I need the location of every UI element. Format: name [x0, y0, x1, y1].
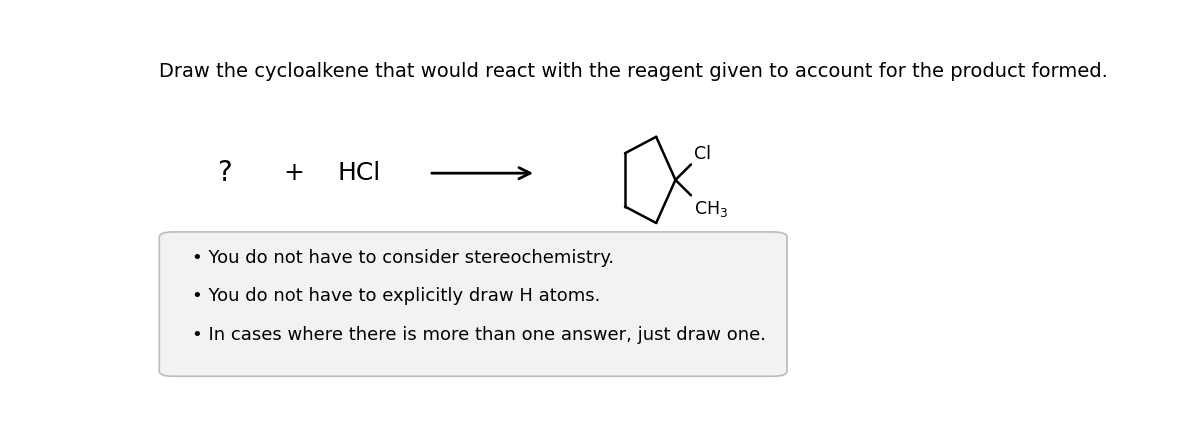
Text: Cl: Cl [694, 145, 710, 163]
FancyBboxPatch shape [160, 232, 787, 376]
Text: ?: ? [217, 159, 232, 187]
Text: Draw the cycloalkene that would react with the reagent given to account for the : Draw the cycloalkene that would react wi… [160, 62, 1108, 82]
Text: • You do not have to consider stereochemistry.: • You do not have to consider stereochem… [192, 249, 614, 267]
Text: +: + [283, 161, 305, 185]
Text: HCl: HCl [337, 161, 380, 185]
Text: • You do not have to explicitly draw H atoms.: • You do not have to explicitly draw H a… [192, 287, 600, 305]
Text: CH$_3$: CH$_3$ [694, 199, 728, 219]
Text: • In cases where there is more than one answer, just draw one.: • In cases where there is more than one … [192, 326, 766, 344]
